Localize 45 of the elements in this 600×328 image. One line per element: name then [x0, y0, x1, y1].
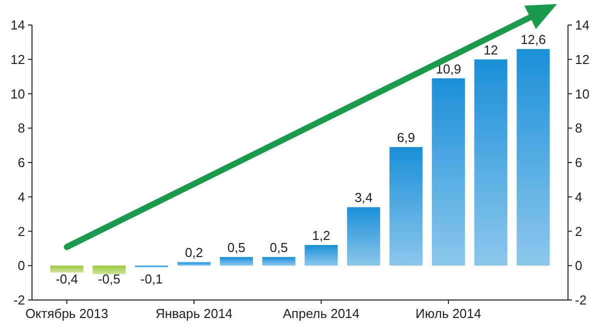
y2-tick-label: 10 — [575, 86, 590, 102]
bar — [177, 262, 211, 266]
x-tick-label: Апрель 2014 — [282, 306, 360, 321]
x-tick-label: Октябрь 2013 — [25, 306, 108, 321]
data-label: 0,5 — [227, 240, 246, 256]
bar — [474, 59, 508, 266]
y2-tick-label: 12 — [575, 52, 590, 67]
x-tick-label: Январь 2014 — [155, 306, 233, 321]
y2-tick-label: 0 — [575, 258, 582, 274]
y2-tick-label: 8 — [575, 120, 582, 136]
data-label: 3,4 — [354, 190, 373, 206]
y-tick-label: 0 — [18, 258, 25, 274]
y-tick-label: 8 — [18, 120, 25, 136]
y2-tick-label: 6 — [575, 155, 582, 170]
data-label: 10,9 — [436, 61, 462, 76]
data-label: -0,5 — [98, 272, 120, 287]
bar — [220, 257, 253, 266]
data-label: 0,2 — [184, 245, 204, 260]
y2-tick-label: -2 — [575, 292, 587, 308]
bar — [92, 266, 126, 274]
data-label: 6,9 — [396, 130, 416, 146]
bar — [516, 49, 550, 266]
bar — [389, 147, 423, 266]
data-label: 12 — [484, 42, 498, 58]
y-tick-label: 2 — [18, 224, 25, 239]
data-label: 1,2 — [312, 228, 330, 243]
y-tick-label: 14 — [10, 18, 25, 33]
data-label: -0,1 — [140, 272, 163, 287]
y2-tick-label: 4 — [575, 189, 582, 204]
bar — [304, 245, 338, 266]
bar — [432, 78, 465, 266]
x-tick-label: Июль 2014 — [416, 306, 482, 321]
y-tick-label: 10 — [10, 86, 25, 102]
y2-tick-label: 14 — [575, 18, 590, 33]
y-tick-label: 12 — [10, 52, 25, 67]
y-tick-label: 4 — [18, 189, 25, 204]
bar — [50, 266, 84, 272]
y-tick-label: 6 — [18, 155, 25, 170]
data-label: 12,6 — [520, 32, 546, 48]
y-tick-label: -2 — [13, 292, 25, 308]
data-label: -0,4 — [56, 272, 78, 287]
data-label: 0,5 — [270, 240, 288, 256]
bar — [347, 207, 380, 266]
bar — [262, 257, 296, 266]
y2-tick-label: 2 — [575, 224, 582, 239]
